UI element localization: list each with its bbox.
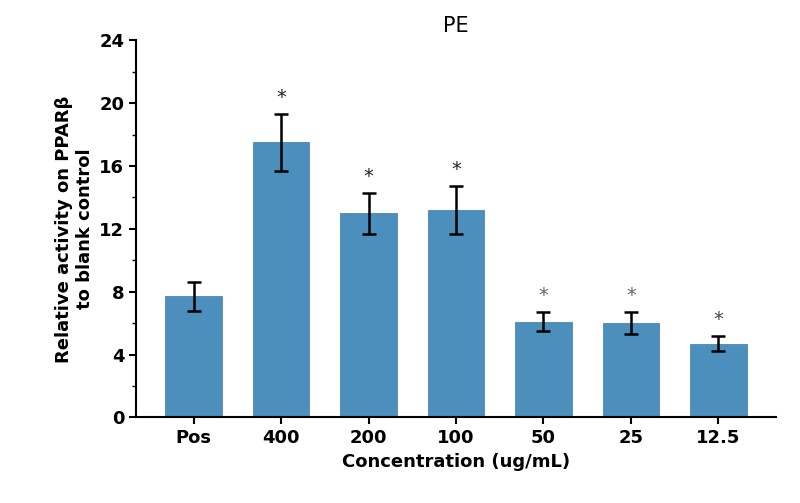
Text: *: * — [276, 88, 286, 107]
Text: *: * — [538, 286, 549, 305]
Bar — [427, 210, 485, 417]
Text: *: * — [451, 160, 461, 180]
Text: *: * — [626, 286, 636, 305]
Y-axis label: Relative activity on PPARβ
to blank control: Relative activity on PPARβ to blank cont… — [55, 95, 94, 363]
Text: *: * — [714, 310, 723, 328]
Title: PE: PE — [443, 16, 469, 36]
Bar — [602, 323, 659, 417]
Bar — [340, 213, 397, 417]
X-axis label: Concentration (ug/mL): Concentration (ug/mL) — [342, 453, 570, 471]
Bar — [690, 344, 747, 417]
Text: *: * — [363, 166, 374, 186]
Bar — [253, 142, 310, 417]
Bar — [515, 321, 572, 417]
Bar — [165, 296, 222, 417]
